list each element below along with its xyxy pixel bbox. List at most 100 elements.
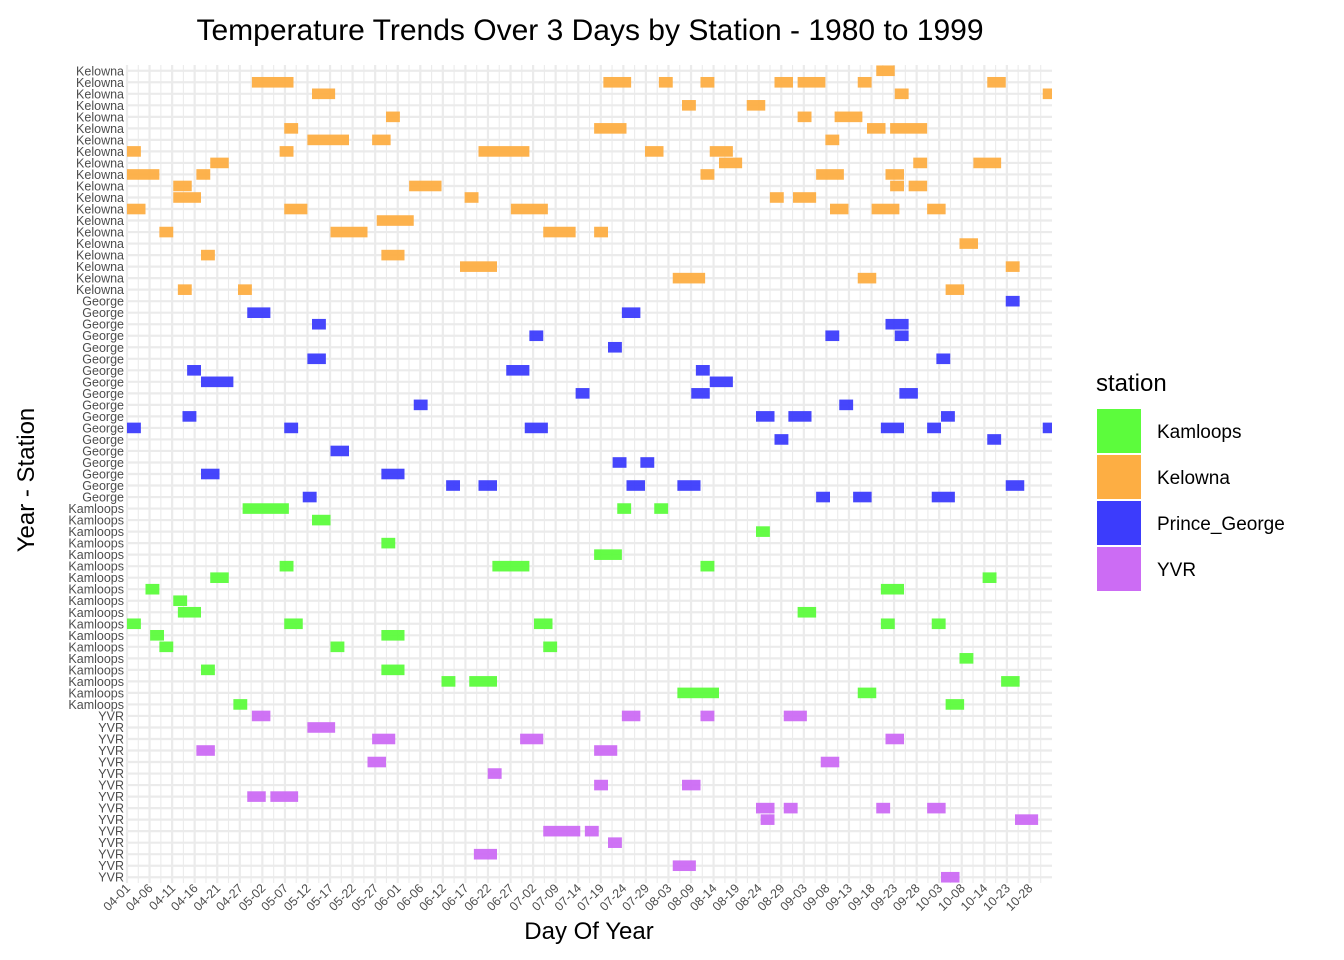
bar-segment bbox=[487, 768, 502, 779]
bar-segment bbox=[880, 583, 904, 595]
y-tick-label: George bbox=[82, 444, 124, 458]
bar-segment bbox=[529, 330, 544, 342]
bar-segment bbox=[594, 123, 627, 134]
y-tick-label: George bbox=[82, 341, 124, 355]
y-tick-label: George bbox=[82, 352, 124, 366]
bar-segment bbox=[769, 192, 784, 203]
bar-segment bbox=[330, 641, 345, 653]
bar-segment bbox=[381, 664, 405, 676]
bar-segment bbox=[959, 653, 974, 664]
y-tick-label: YVR bbox=[98, 871, 124, 885]
bar-segment bbox=[973, 157, 1002, 169]
bar-segment bbox=[413, 399, 428, 411]
bar-segment bbox=[520, 733, 544, 745]
bar-segment bbox=[876, 802, 891, 814]
bar-segment bbox=[1042, 422, 1052, 434]
bar-segment bbox=[372, 134, 391, 146]
bar-segment bbox=[700, 169, 715, 180]
bar-segment bbox=[233, 699, 248, 710]
y-tick-label: Kamloops bbox=[68, 663, 124, 677]
bar-segment bbox=[608, 837, 622, 848]
bar-segment bbox=[658, 76, 673, 88]
bar-segment bbox=[857, 687, 877, 699]
bar-segment bbox=[654, 503, 669, 514]
bar-segment bbox=[1005, 261, 1020, 272]
bar-segment bbox=[941, 411, 955, 422]
bar-segment bbox=[816, 491, 830, 503]
bar-segment bbox=[945, 284, 965, 295]
y-tick-label: Kamloops bbox=[68, 560, 124, 574]
y-tick-label: Kelowna bbox=[76, 156, 124, 170]
bar-segment bbox=[330, 226, 368, 238]
bar-segment bbox=[797, 606, 817, 618]
y-tick-label: George bbox=[82, 468, 124, 482]
bar-segment bbox=[825, 134, 840, 146]
y-tick-label: Kamloops bbox=[68, 629, 124, 643]
bar-segment bbox=[196, 169, 211, 180]
bar-segment bbox=[1005, 480, 1025, 491]
legend-items: Kamloops Kelowna Prince_George YVR bbox=[1097, 409, 1285, 591]
bar-segment bbox=[173, 180, 192, 192]
bar-segment bbox=[201, 664, 215, 676]
bar-segment bbox=[626, 480, 645, 491]
bar-segment bbox=[774, 434, 789, 445]
bar-segment bbox=[177, 284, 192, 295]
bar-segment bbox=[876, 65, 895, 77]
bar-segment bbox=[460, 261, 497, 272]
bar-segment bbox=[608, 341, 622, 353]
y-tick-label: George bbox=[82, 329, 124, 343]
bar-segment bbox=[469, 676, 497, 687]
y-tick-label: YVR bbox=[98, 813, 124, 827]
bar-segment bbox=[783, 802, 798, 814]
bar-segment bbox=[848, 111, 863, 123]
bar-segment bbox=[936, 353, 951, 365]
bar-segment bbox=[312, 318, 326, 330]
bar-segment bbox=[409, 180, 442, 192]
bar-segment bbox=[127, 146, 141, 157]
y-tick-label: YVR bbox=[98, 802, 124, 816]
bar-segment bbox=[196, 745, 215, 756]
bar-segment bbox=[913, 157, 928, 169]
y-tick-label: YVR bbox=[98, 859, 124, 873]
bar-segment bbox=[890, 123, 928, 134]
bar-segment bbox=[210, 157, 229, 169]
bar-segment bbox=[159, 226, 174, 238]
y-tick-label: Kamloops bbox=[68, 606, 124, 620]
y-tick-label: Kelowna bbox=[76, 237, 124, 251]
bar-segment bbox=[927, 802, 946, 814]
bar-segment bbox=[677, 480, 701, 491]
bar-segment bbox=[279, 560, 294, 572]
y-tick-label: Kelowna bbox=[76, 260, 124, 274]
y-tick-label: George bbox=[82, 433, 124, 447]
bar-segment bbox=[894, 330, 909, 342]
bar-segment bbox=[381, 537, 396, 549]
y-tick-label: George bbox=[82, 398, 124, 412]
chart-title: Temperature Trends Over 3 Days by Statio… bbox=[196, 14, 983, 47]
bar-segment bbox=[857, 76, 872, 88]
bar-segment bbox=[182, 411, 197, 422]
bar-segment bbox=[959, 238, 978, 249]
bar-segment bbox=[177, 606, 201, 618]
bar-segment bbox=[700, 560, 715, 572]
bar-segment bbox=[173, 595, 188, 607]
y-tick-label: Kamloops bbox=[68, 571, 124, 585]
bar-segment bbox=[1015, 814, 1039, 825]
bar-segment bbox=[127, 618, 141, 630]
y-tick-label: YVR bbox=[98, 709, 124, 723]
y-tick-label: George bbox=[82, 375, 124, 389]
bar-segment bbox=[279, 146, 294, 157]
bar-segment bbox=[543, 226, 576, 238]
legend-label: Prince_George bbox=[1157, 514, 1285, 535]
bar-segment bbox=[464, 192, 479, 203]
y-tick-label: Kelowna bbox=[76, 99, 124, 113]
y-tick-label: Kelowna bbox=[76, 145, 124, 159]
y-axis-title: Year - Station bbox=[13, 408, 40, 553]
bar-segment bbox=[307, 134, 349, 146]
bar-segment bbox=[816, 169, 844, 180]
bar-segment bbox=[381, 249, 405, 261]
y-tick-label: YVR bbox=[98, 836, 124, 850]
bar-segment bbox=[1042, 88, 1052, 100]
bar-segment bbox=[894, 88, 909, 100]
bar-segment bbox=[941, 871, 960, 883]
